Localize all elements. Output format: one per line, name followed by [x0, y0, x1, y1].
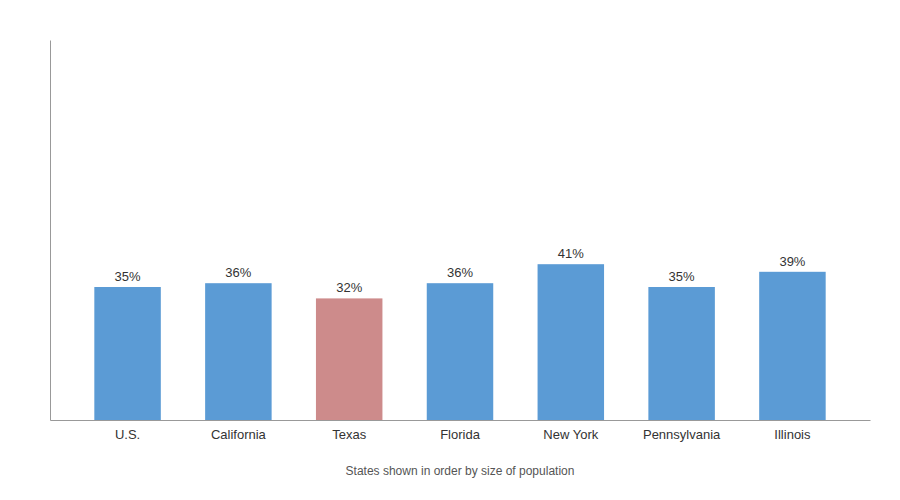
x-axis-line	[51, 420, 871, 421]
x-tick: Pennsylvania	[643, 427, 721, 442]
bars	[94, 264, 825, 420]
x-tick: Florida	[440, 427, 481, 442]
x-tick-label: Pennsylvania	[643, 427, 721, 442]
data-label: 36%	[447, 265, 473, 280]
x-tick-label: Florida	[440, 427, 481, 442]
x-tick: New York	[543, 427, 598, 442]
bar	[427, 283, 493, 420]
data-label: 41%	[558, 246, 584, 261]
bar	[648, 287, 714, 420]
x-tick-label: U.S.	[115, 427, 140, 442]
data-label: 35%	[115, 269, 141, 284]
bar	[759, 272, 825, 420]
x-tick: Illinois	[774, 427, 811, 442]
bar	[538, 264, 604, 420]
x-tick-label: Texas	[332, 427, 366, 442]
bar	[94, 287, 160, 420]
bar	[316, 298, 382, 420]
data-label: 32%	[336, 280, 362, 295]
x-tick: California	[211, 427, 267, 442]
bar	[205, 283, 271, 420]
x-axis: U.S. California Texas Florida New York Pennsy…	[51, 421, 871, 443]
y-axis	[50, 41, 51, 421]
data-label: 35%	[669, 269, 695, 284]
x-axis-title: States shown in order by size of populat…	[346, 464, 575, 478]
data-label: 36%	[225, 265, 251, 280]
x-tick-label: Illinois	[774, 427, 811, 442]
chart: U.S. California Texas Florida New York Pennsy…	[0, 0, 900, 500]
x-tick: Texas	[332, 427, 366, 442]
data-labels: 35% 36% 32% 36% 41% 35% 39%	[115, 246, 806, 295]
data-label: 39%	[779, 254, 805, 269]
x-tick-label: New York	[543, 427, 598, 442]
x-tick-label: California	[211, 427, 267, 442]
x-tick: U.S.	[115, 427, 140, 442]
y-axis-line	[50, 41, 51, 421]
